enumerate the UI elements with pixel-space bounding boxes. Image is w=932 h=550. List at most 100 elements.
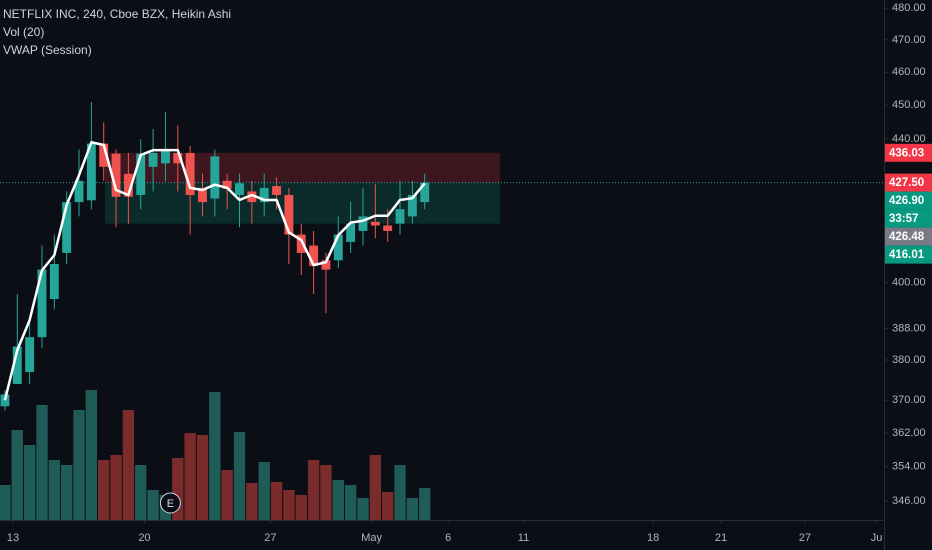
y-tick-label: 346.00 bbox=[892, 495, 926, 507]
volume-bar bbox=[0, 485, 11, 520]
volume-bar bbox=[196, 435, 209, 520]
y-tick-label: 370.00 bbox=[892, 394, 926, 406]
y-tick-label: 380.00 bbox=[892, 354, 926, 366]
volume-bar bbox=[369, 455, 382, 520]
volume-bar bbox=[419, 488, 431, 520]
candle-body bbox=[49, 264, 59, 300]
stop-zone bbox=[104, 182, 501, 224]
candle-body bbox=[185, 152, 195, 195]
volume-bar bbox=[172, 458, 184, 520]
candle-body bbox=[370, 221, 380, 226]
volume-bar bbox=[48, 460, 60, 520]
y-tick-label: 362.00 bbox=[892, 427, 926, 439]
volume-bar bbox=[147, 490, 159, 520]
volume-bar bbox=[283, 490, 295, 520]
y-tick-label: 450.00 bbox=[892, 99, 926, 111]
volume-bar bbox=[184, 433, 196, 520]
price-badge bbox=[885, 173, 932, 192]
candle-body bbox=[235, 183, 244, 195]
vwap-line bbox=[3, 141, 426, 401]
volume-bar bbox=[98, 460, 110, 520]
countdown-badge bbox=[885, 209, 932, 228]
candle-body bbox=[160, 149, 170, 164]
volume-bar bbox=[357, 498, 369, 520]
y-tick-label: 470.00 bbox=[892, 34, 926, 46]
candle-body bbox=[272, 186, 282, 195]
volume-bar bbox=[332, 480, 344, 520]
y-tick-label: 460.00 bbox=[892, 66, 926, 78]
volume-bar bbox=[110, 455, 122, 520]
indicator-label: Vol (20) bbox=[3, 25, 44, 39]
volume-bar bbox=[320, 465, 332, 520]
y-tick-label: 388.00 bbox=[892, 323, 926, 335]
price-badge bbox=[885, 143, 932, 162]
x-tick-label: 27 bbox=[264, 532, 276, 544]
volume-bar bbox=[307, 460, 320, 520]
candle-body bbox=[12, 346, 22, 384]
volume-bar bbox=[344, 485, 357, 520]
volume-bar bbox=[221, 470, 233, 520]
volume-bar bbox=[11, 430, 23, 520]
candle-body bbox=[111, 153, 121, 197]
price-badge bbox=[885, 245, 932, 264]
candle-body bbox=[309, 245, 319, 266]
volume-bar bbox=[382, 492, 394, 520]
candle-body bbox=[420, 182, 430, 203]
price-badge bbox=[885, 227, 932, 246]
earnings-label: E bbox=[167, 498, 174, 510]
candle-body bbox=[173, 152, 183, 164]
candle-body bbox=[198, 187, 207, 203]
candle-body bbox=[123, 173, 133, 197]
x-tick-label: 20 bbox=[138, 532, 150, 544]
x-tick-label: 21 bbox=[715, 532, 727, 544]
volume-bar bbox=[406, 498, 419, 520]
countdown-badge-label: 33:57 bbox=[889, 213, 918, 225]
candle-body bbox=[259, 187, 269, 203]
price-badge-label: 436.03 bbox=[889, 147, 924, 159]
candle-body bbox=[383, 225, 393, 231]
target-zone bbox=[104, 152, 501, 183]
candle-body bbox=[74, 180, 84, 203]
x-tick-label: 27 bbox=[799, 532, 811, 544]
y-tick-label: 440.00 bbox=[892, 133, 926, 145]
x-tick-label: 6 bbox=[445, 532, 451, 544]
candle-body bbox=[99, 143, 109, 167]
x-tick-label: 13 bbox=[7, 532, 19, 544]
y-tick-label: 354.00 bbox=[892, 461, 926, 473]
candle-body bbox=[358, 216, 368, 231]
volume-bar bbox=[36, 405, 48, 520]
volume-bar bbox=[246, 483, 258, 520]
earnings-marker bbox=[159, 492, 181, 514]
volume-bar bbox=[122, 410, 135, 520]
x-tick-label: 11 bbox=[518, 532, 529, 544]
volume-bar bbox=[295, 495, 307, 520]
candle-body bbox=[395, 209, 405, 224]
volume-bar bbox=[233, 432, 246, 520]
candle-body bbox=[321, 260, 331, 270]
candle-body bbox=[333, 234, 343, 261]
x-tick-label: May bbox=[361, 532, 382, 544]
price-badge bbox=[885, 191, 932, 210]
volume-bar bbox=[135, 465, 147, 520]
price-badge-label: 416.01 bbox=[889, 249, 925, 261]
candle-body bbox=[222, 180, 232, 189]
x-tick-label: 18 bbox=[647, 532, 659, 544]
y-tick-label: 480.00 bbox=[892, 2, 926, 14]
candle-body bbox=[296, 234, 306, 253]
volume-bar bbox=[209, 392, 221, 520]
volume-bar bbox=[73, 410, 85, 520]
volume-bar bbox=[85, 390, 98, 520]
candle-body bbox=[37, 269, 47, 338]
candle-body bbox=[25, 337, 35, 372]
price-badge-label: 426.90 bbox=[889, 195, 924, 207]
indicator-label: VWAP (Session) bbox=[3, 43, 92, 57]
volume-bar bbox=[60, 465, 73, 520]
plot-area bbox=[0, 101, 884, 520]
candle-body bbox=[210, 156, 220, 199]
volume-bar bbox=[258, 462, 270, 520]
candle-body bbox=[284, 194, 294, 235]
chart-title: NETFLIX INC, 240, Cboe BZX, Heikin Ashi bbox=[3, 7, 231, 21]
volume-bar bbox=[270, 482, 283, 520]
candle-body bbox=[148, 152, 158, 167]
